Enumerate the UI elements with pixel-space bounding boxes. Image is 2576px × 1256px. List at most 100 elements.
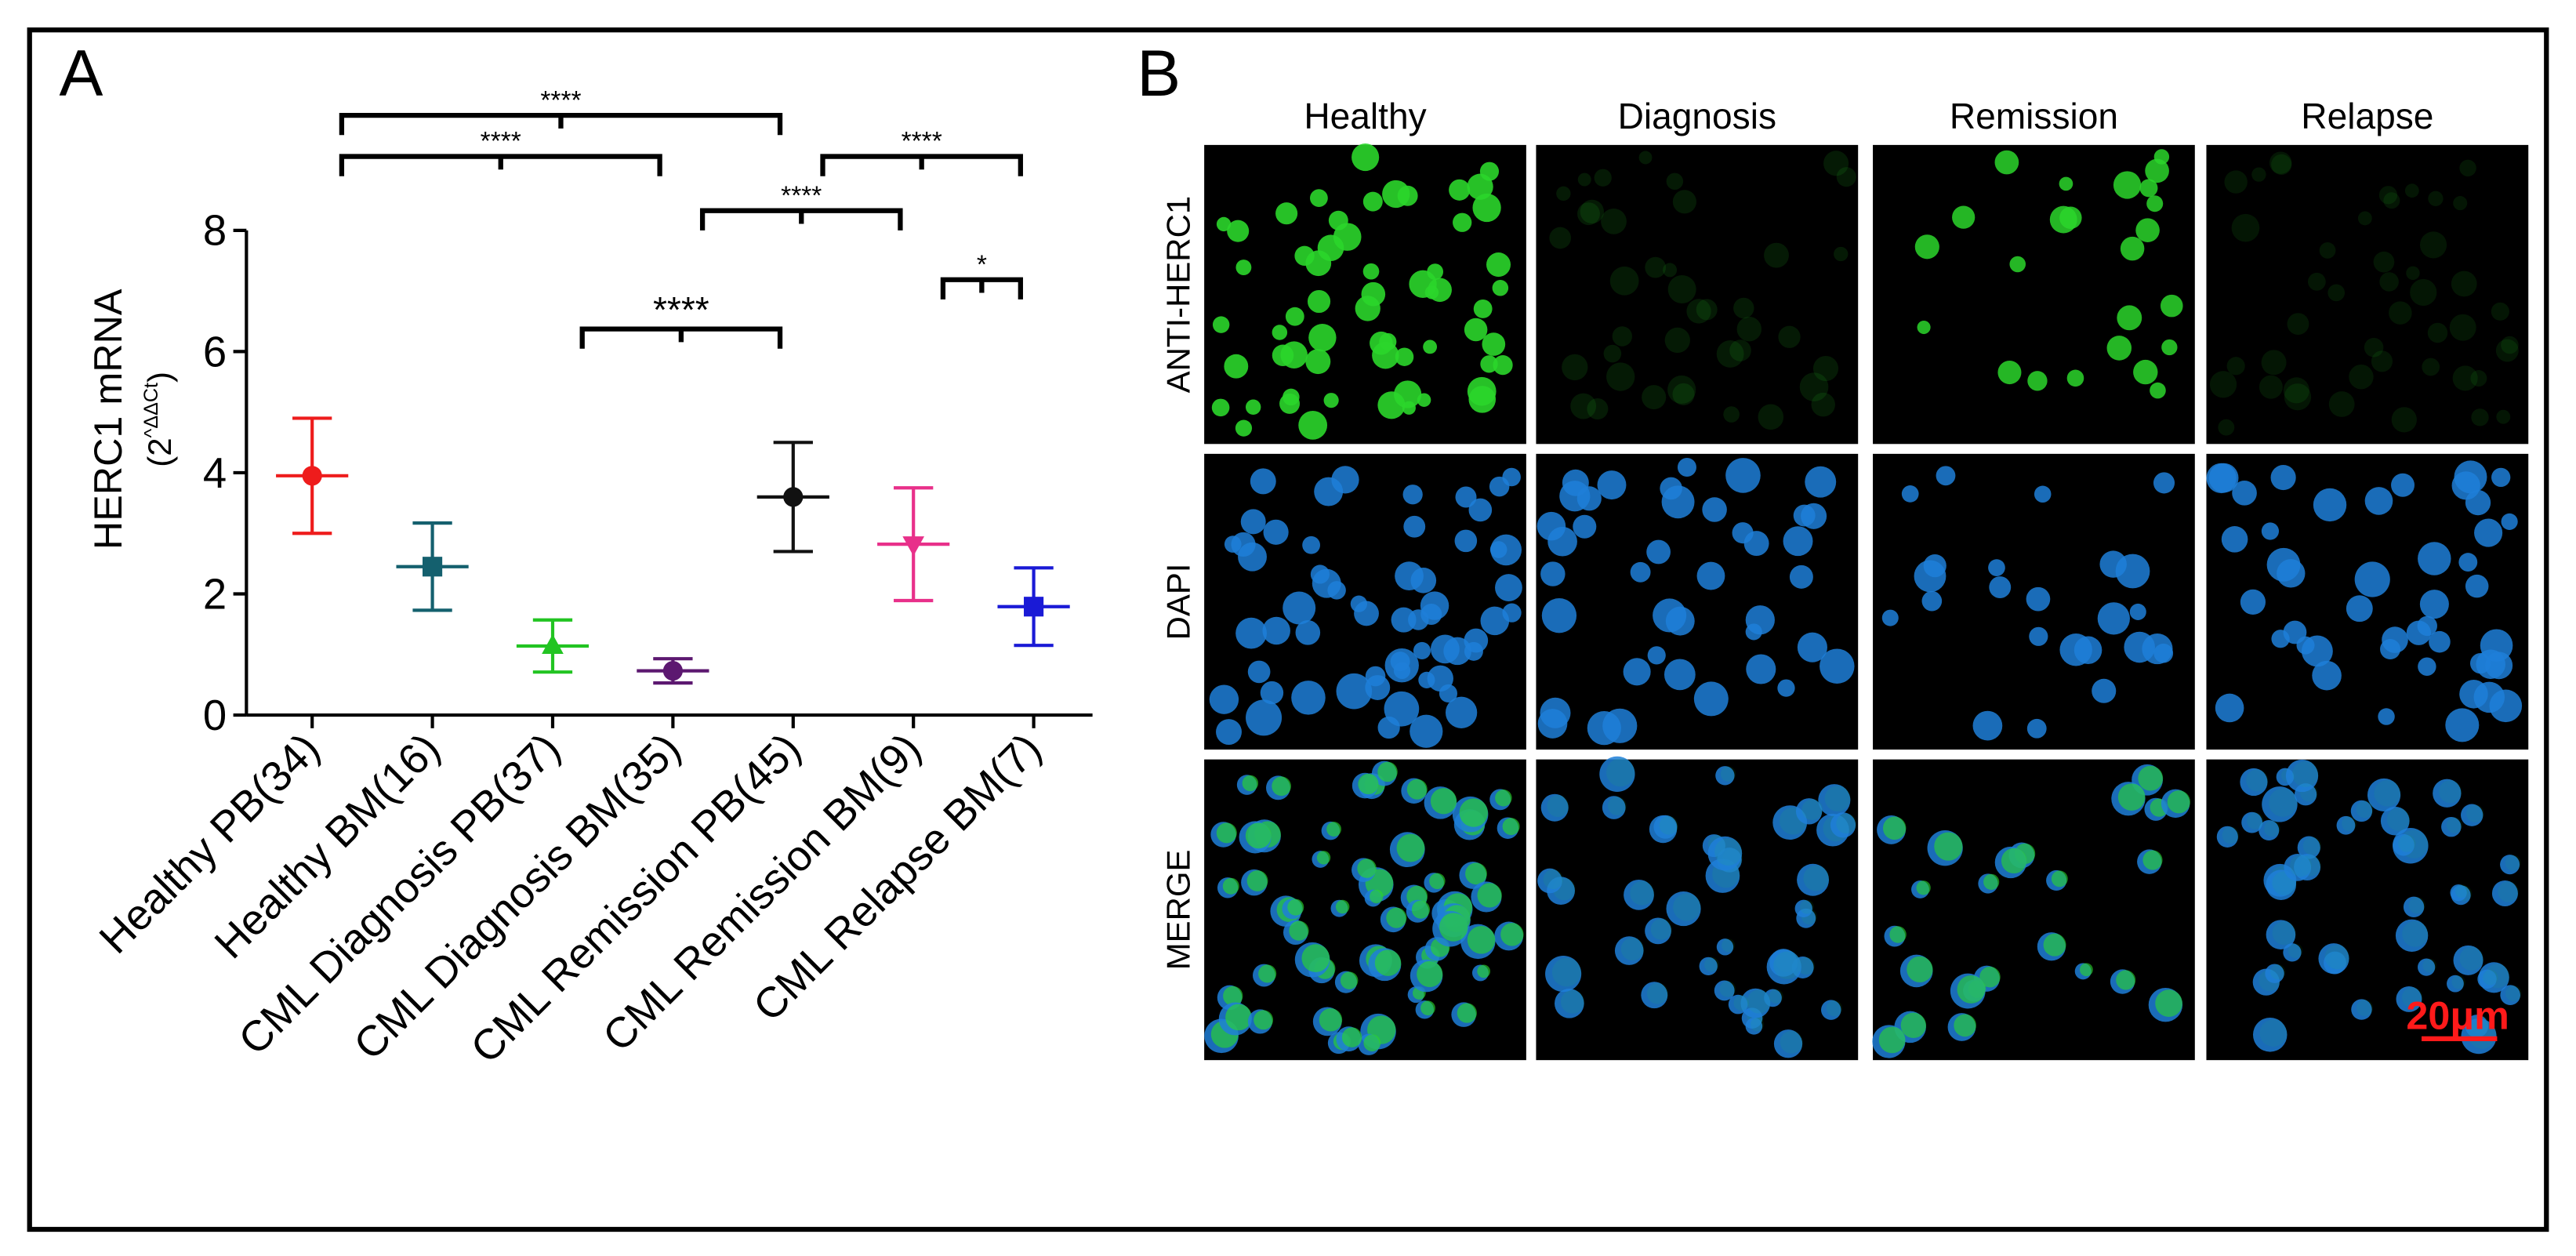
nucleus (1480, 606, 1510, 636)
herc1-signal (1667, 375, 1696, 405)
nucleus (1745, 623, 1762, 641)
nucleus (1693, 681, 1729, 717)
herc1-signal (1212, 316, 1230, 333)
herc1-signal (1500, 923, 1524, 946)
nucleus (2216, 826, 2238, 848)
nucleus (2270, 464, 2296, 491)
herc1-signal (1319, 1008, 1343, 1032)
nucleus (1660, 477, 1682, 500)
y-tick-label: 6 (203, 328, 227, 376)
herc1-signal (1287, 898, 1304, 916)
micrograph (1204, 143, 1526, 445)
herc1-signal (1242, 775, 1259, 792)
nucleus (1645, 917, 1671, 945)
herc1-signal (1773, 951, 1801, 979)
herc1-signal (1216, 822, 1237, 844)
herc1-signal (1453, 212, 1472, 232)
nucleus (2441, 816, 2462, 837)
nucleus (1403, 515, 1426, 538)
herc1-signal (2222, 826, 2240, 844)
herc1-signal (1620, 937, 1645, 961)
nucleus (1246, 699, 1283, 736)
herc1-signal (2401, 987, 2423, 1008)
herc1-signal (2246, 769, 2269, 792)
herc1-signal (1878, 1026, 1906, 1054)
nucleus (1597, 470, 1627, 500)
herc1-signal (2009, 256, 2026, 273)
herc1-signal (2498, 881, 2519, 902)
nucleus (1555, 989, 1584, 1018)
herc1-signal (2357, 211, 2372, 226)
nucleus (1677, 457, 1696, 477)
nucleus (1821, 1000, 1841, 1020)
herc1-signal (2261, 350, 2287, 376)
herc1-signal (2117, 305, 2142, 331)
herc1-signal (1882, 816, 1907, 840)
herc1-signal (2482, 969, 2498, 986)
herc1-signal (1666, 172, 1684, 191)
row-label: ANTI-HERC1 (1159, 196, 1196, 393)
herc1-signal (1686, 299, 1711, 324)
marker (542, 633, 564, 655)
y-tick-label: 4 (203, 449, 227, 497)
herc1-signal (2142, 850, 2163, 870)
nucleus (2354, 561, 2390, 597)
herc1-signal (1826, 1000, 1843, 1017)
herc1-signal (1812, 355, 1839, 382)
herc1-signal (2287, 313, 2309, 336)
herc1-signal (2471, 408, 2489, 427)
herc1-signal (2059, 206, 2082, 230)
nucleus (1587, 711, 1621, 746)
herc1-signal (1351, 143, 1380, 172)
herc1-signal (1223, 986, 1243, 1006)
nucleus (1430, 634, 1460, 664)
herc1-signal (1612, 326, 1633, 347)
nucleus (2059, 633, 2092, 666)
y-axis-unit: (2^ΔΔCt) (140, 372, 178, 467)
herc1-signal (2466, 804, 2484, 822)
nucleus (1291, 681, 1326, 715)
micrograph (2206, 453, 2529, 750)
nucleus (2259, 819, 2280, 841)
row-label: MERGE (1159, 850, 1196, 971)
herc1-signal (2117, 783, 2146, 811)
nucleus (1312, 568, 1341, 598)
nucleus (1302, 535, 1321, 554)
nucleus (2252, 1018, 2288, 1052)
herc1-signal (1382, 180, 1410, 209)
herc1-signal (1716, 340, 1744, 368)
panel-label: B (1137, 36, 1181, 110)
herc1-signal (1811, 392, 1835, 417)
nucleus (1725, 458, 1761, 493)
nucleus (2419, 590, 2449, 619)
herc1-signal (2410, 278, 2437, 307)
nucleus (1715, 766, 1735, 786)
herc1-signal (2398, 834, 2416, 852)
nucleus (2261, 522, 2280, 540)
herc1-signal (1801, 799, 1823, 821)
nucleus (2351, 999, 2372, 1020)
micrograph (2206, 759, 2529, 1061)
herc1-signal (1420, 1000, 1435, 1016)
nucleus (1283, 591, 1316, 625)
herc1-signal (1983, 873, 2000, 890)
herc1-signal (1957, 975, 1986, 1004)
nucleus (1972, 710, 2003, 741)
nucleus (2403, 896, 2425, 917)
nucleus (2393, 833, 2415, 856)
nucleus (2336, 815, 2356, 835)
herc1-signal (1547, 795, 1569, 818)
herc1-signal (1638, 151, 1653, 165)
herc1-signal (2454, 884, 2469, 898)
nucleus (1495, 574, 1522, 601)
herc1-signal (2491, 302, 2509, 321)
nucleus (1743, 531, 1769, 557)
micrograph (1536, 756, 1859, 1061)
herc1-signal (1245, 399, 1261, 415)
nucleus (1818, 784, 1851, 817)
herc1-signal (2259, 1019, 2288, 1047)
herc1-signal (1799, 372, 1829, 401)
herc1-signal (2269, 151, 2292, 174)
herc1-signal (1280, 341, 1308, 368)
